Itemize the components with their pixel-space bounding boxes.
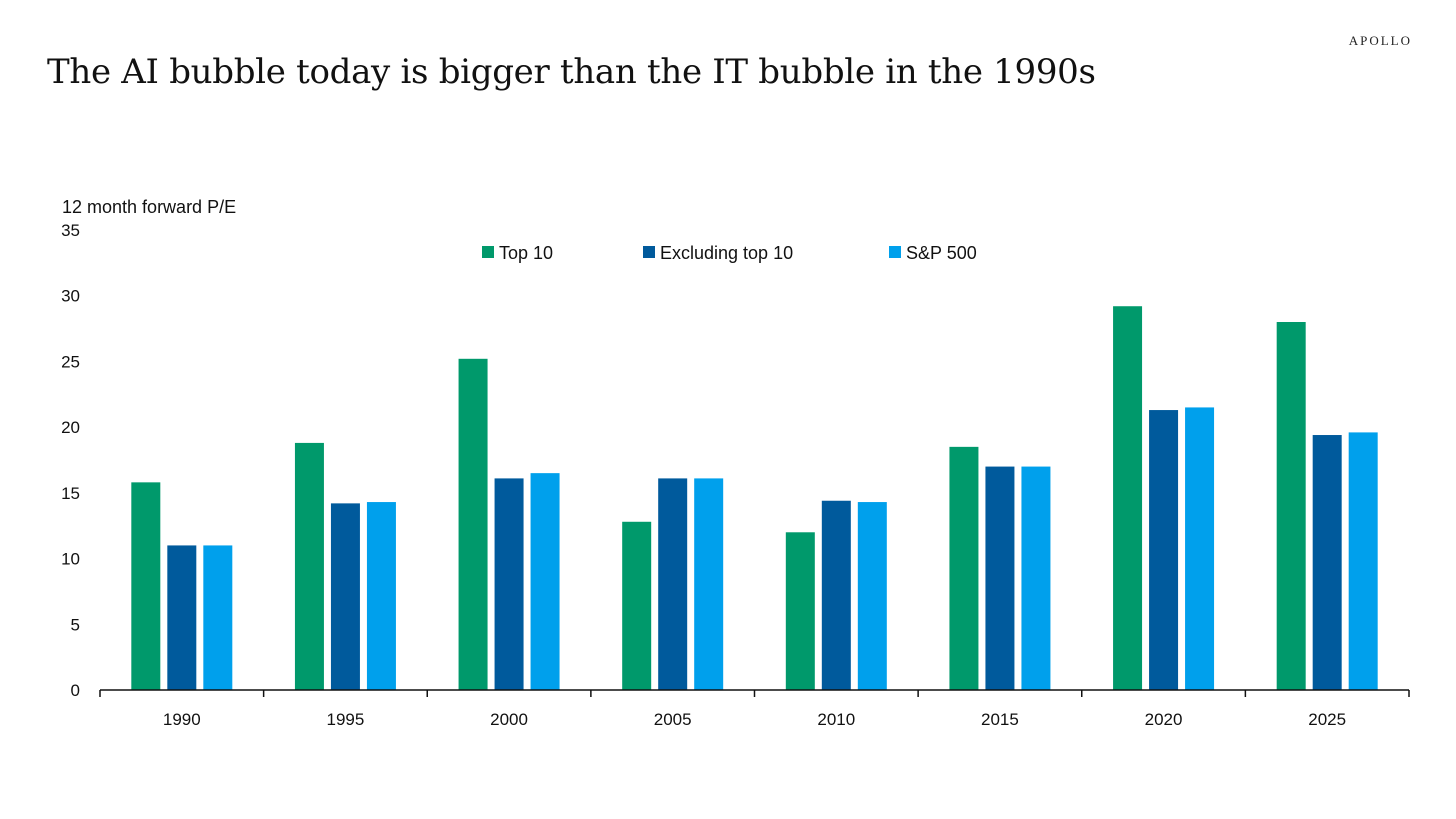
y-tick-label: 35 [61,221,80,240]
bars [131,306,1378,690]
y-tick-label: 25 [61,352,80,371]
y-tick-label: 10 [61,550,80,569]
bar-1990-top10 [131,482,161,690]
bar-2005-top10 [622,521,652,690]
x-tick-label: 1995 [327,710,365,729]
bar-2020-excluding-top10 [1149,410,1179,690]
bar-2010-top10 [785,532,815,690]
y-tick-label: 0 [71,681,80,700]
bar-1995-excluding-top10 [330,503,360,690]
bar-2015-top10 [949,446,979,690]
bar-2000-top10 [458,358,488,690]
x-tick-label: 2020 [1145,710,1183,729]
y-tick-label: 15 [61,484,80,503]
bar-2015-excluding-top10 [985,466,1015,690]
bar-2025-excluding-top10 [1312,435,1342,690]
bar-1990-excluding-top10 [167,545,197,690]
legend-swatch [643,246,655,258]
bar-2010-sp500 [857,502,887,690]
bar-2020-sp500 [1185,407,1215,690]
bar-2015-sp500 [1021,466,1051,690]
y-axis-label: 12 month forward P/E [62,197,236,217]
legend-label: Excluding top 10 [660,243,793,263]
x-tick-label: 2025 [1308,710,1346,729]
legend: Top 10 Excluding top 10 S&P 500 [482,243,977,263]
x-tick-label: 2015 [981,710,1019,729]
x-axis: 1990 1995 2000 2005 2010 2015 2020 2025 [99,689,1410,729]
bar-2025-sp500 [1348,432,1378,690]
chart-title: The AI bubble today is bigger than the I… [47,52,1096,92]
bar-1990-sp500 [203,545,233,690]
bar-1995-sp500 [366,502,396,690]
bar-2010-excluding-top10 [821,500,851,690]
y-tick-label: 5 [71,615,80,634]
x-tick-label: 1990 [163,710,201,729]
x-tick-label: 2010 [817,710,855,729]
x-tick-label: 2005 [654,710,692,729]
bar-2000-excluding-top10 [494,478,524,690]
bar-2005-excluding-top10 [658,478,688,690]
legend-swatch [482,246,494,258]
y-tick-label: 30 [61,287,80,306]
bar-1995-top10 [294,442,324,690]
legend-label: S&P 500 [906,243,977,263]
legend-label: Top 10 [499,243,553,263]
bar-2025-top10 [1276,322,1306,690]
bar-2005-sp500 [694,478,724,690]
legend-swatch [889,246,901,258]
bar-2020-top10 [1113,306,1143,690]
brand-logo-text: APOLLO [1348,33,1412,48]
x-tick-label: 2000 [490,710,528,729]
y-axis-ticks: 0 5 10 15 20 25 30 35 [61,221,80,700]
y-tick-label: 20 [61,418,80,437]
bar-2000-sp500 [530,473,560,690]
